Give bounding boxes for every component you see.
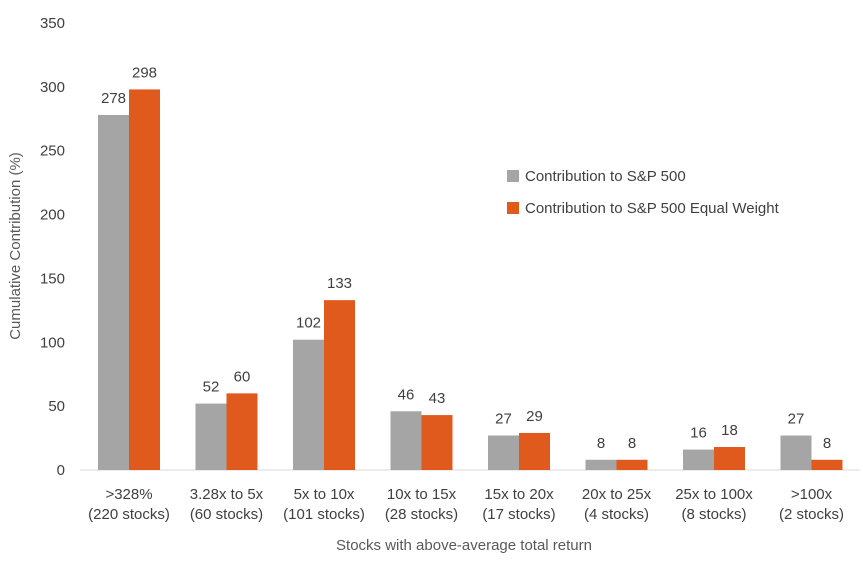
y-tick-label: 350 bbox=[40, 15, 65, 32]
bar-sp500 bbox=[585, 459, 617, 470]
x-category-label: 20x to 25x bbox=[582, 486, 652, 503]
bar-sp500 bbox=[195, 403, 227, 470]
y-tick-label: 200 bbox=[40, 207, 65, 224]
bars bbox=[98, 89, 843, 470]
legend-label: Contribution to S&P 500 bbox=[525, 168, 686, 185]
bar-sp500-equal-weight bbox=[811, 459, 843, 470]
bar-sp500 bbox=[390, 411, 422, 470]
bar-sp500 bbox=[683, 449, 714, 470]
y-tick-label: 0 bbox=[57, 462, 65, 479]
data-label: 298 bbox=[132, 64, 157, 81]
data-label: 46 bbox=[398, 386, 415, 403]
bar-sp500 bbox=[98, 114, 129, 470]
x-category-label: (101 stocks) bbox=[283, 506, 365, 523]
legend-swatch bbox=[507, 202, 519, 214]
bar-sp500 bbox=[488, 435, 519, 470]
x-category-label: 25x to 100x bbox=[675, 486, 753, 503]
data-label: 102 bbox=[296, 315, 321, 332]
x-category-label: (60 stocks) bbox=[190, 506, 263, 523]
legend-swatch bbox=[507, 170, 519, 182]
data-label: 27 bbox=[495, 411, 512, 428]
y-axis-ticks: 0 50 100 150 200 250 300 350 bbox=[40, 15, 65, 479]
legend-label: Contribution to S&P 500 Equal Weight bbox=[525, 200, 780, 217]
bar-sp500-equal-weight bbox=[324, 300, 355, 470]
x-category-label: 15x to 20x bbox=[484, 486, 554, 503]
x-category-label: (2 stocks) bbox=[779, 506, 844, 523]
y-tick-label: 100 bbox=[40, 334, 65, 351]
data-label: 16 bbox=[690, 425, 707, 442]
x-category-label: (8 stocks) bbox=[681, 506, 746, 523]
x-axis-categories: >328% (220 stocks) 3.28x to 5x (60 stocks) 5… bbox=[88, 486, 844, 523]
x-category-label: (17 stocks) bbox=[482, 506, 555, 523]
x-category-label: >100x bbox=[791, 486, 833, 503]
legend: Contribution to S&P 500 Contribution to S… bbox=[507, 168, 780, 217]
bar-sp500-equal-weight bbox=[519, 432, 550, 470]
data-label: 133 bbox=[327, 275, 352, 292]
bar-sp500 bbox=[293, 339, 324, 470]
y-tick-label: 150 bbox=[40, 270, 65, 287]
data-label: 29 bbox=[526, 408, 543, 425]
x-category-label: 3.28x to 5x bbox=[190, 486, 264, 503]
data-label: 43 bbox=[429, 390, 446, 407]
bar-sp500-equal-weight bbox=[226, 393, 258, 470]
data-label: 60 bbox=[234, 368, 251, 385]
data-label: 27 bbox=[788, 411, 805, 428]
data-label: 8 bbox=[823, 435, 831, 452]
bar-sp500-equal-weight bbox=[421, 415, 453, 470]
bar-sp500 bbox=[780, 435, 812, 470]
y-axis-title: Cumulative Contribution (%) bbox=[7, 152, 24, 340]
data-label: 8 bbox=[597, 435, 605, 452]
x-category-label: (220 stocks) bbox=[88, 506, 170, 523]
bar-sp500-equal-weight bbox=[129, 89, 160, 470]
y-tick-label: 250 bbox=[40, 143, 65, 160]
data-label: 8 bbox=[628, 435, 636, 452]
x-category-label: 5x to 10x bbox=[294, 486, 355, 503]
data-label: 278 bbox=[101, 90, 126, 107]
y-tick-label: 300 bbox=[40, 79, 65, 96]
x-category-label: (28 stocks) bbox=[385, 506, 458, 523]
y-tick-label: 50 bbox=[48, 398, 65, 415]
x-category-label: (4 stocks) bbox=[584, 506, 649, 523]
data-label: 18 bbox=[721, 422, 738, 439]
bar-sp500-equal-weight bbox=[714, 447, 745, 470]
bar-sp500-equal-weight bbox=[616, 459, 648, 470]
x-axis-title: Stocks with above-average total return bbox=[336, 537, 592, 554]
x-category-label: 10x to 15x bbox=[387, 486, 457, 503]
data-label: 52 bbox=[203, 379, 220, 396]
x-category-label: >328% bbox=[105, 486, 152, 503]
